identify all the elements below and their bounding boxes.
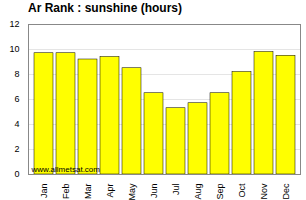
svg-text:May: May bbox=[127, 183, 137, 200]
svg-text:Mar: Mar bbox=[83, 183, 93, 199]
svg-text:10: 10 bbox=[9, 44, 19, 54]
svg-text:6: 6 bbox=[14, 94, 19, 104]
svg-text:Nov: Nov bbox=[259, 183, 269, 200]
svg-text:4: 4 bbox=[14, 119, 19, 129]
svg-text:Aug: Aug bbox=[193, 184, 203, 200]
svg-text:Sep: Sep bbox=[215, 184, 225, 200]
svg-text:0: 0 bbox=[14, 169, 19, 179]
html-text:Ar Rank : sunshine (hours): Ar Rank : sunshine (hours) bbox=[28, 1, 182, 15]
svg-text:Jul: Jul bbox=[171, 184, 181, 196]
svg-text:Jan: Jan bbox=[39, 184, 49, 199]
svg-text:Apr: Apr bbox=[105, 184, 115, 198]
svg-text:Jun: Jun bbox=[149, 184, 159, 199]
svg-text:12: 12 bbox=[9, 19, 19, 29]
svg-text:8: 8 bbox=[14, 69, 19, 79]
svg-text:2: 2 bbox=[14, 144, 19, 154]
svg-text:www.allmetsat.com: www.allmetsat.com bbox=[31, 165, 101, 174]
svg-text:Feb: Feb bbox=[61, 184, 71, 200]
svg-text:Oct: Oct bbox=[237, 183, 247, 198]
svg-text:Dec: Dec bbox=[281, 183, 291, 200]
